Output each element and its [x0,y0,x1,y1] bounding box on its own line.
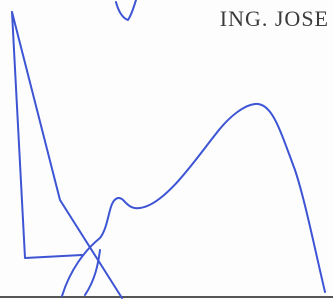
signature-stroke [85,250,100,295]
printed-name: ING. JOSE [220,6,329,32]
signature [12,0,325,298]
signature-stroke [116,0,136,20]
signature-stroke [12,12,82,258]
document-page: ING. JOSE [0,0,333,301]
signature-layer [0,0,333,301]
